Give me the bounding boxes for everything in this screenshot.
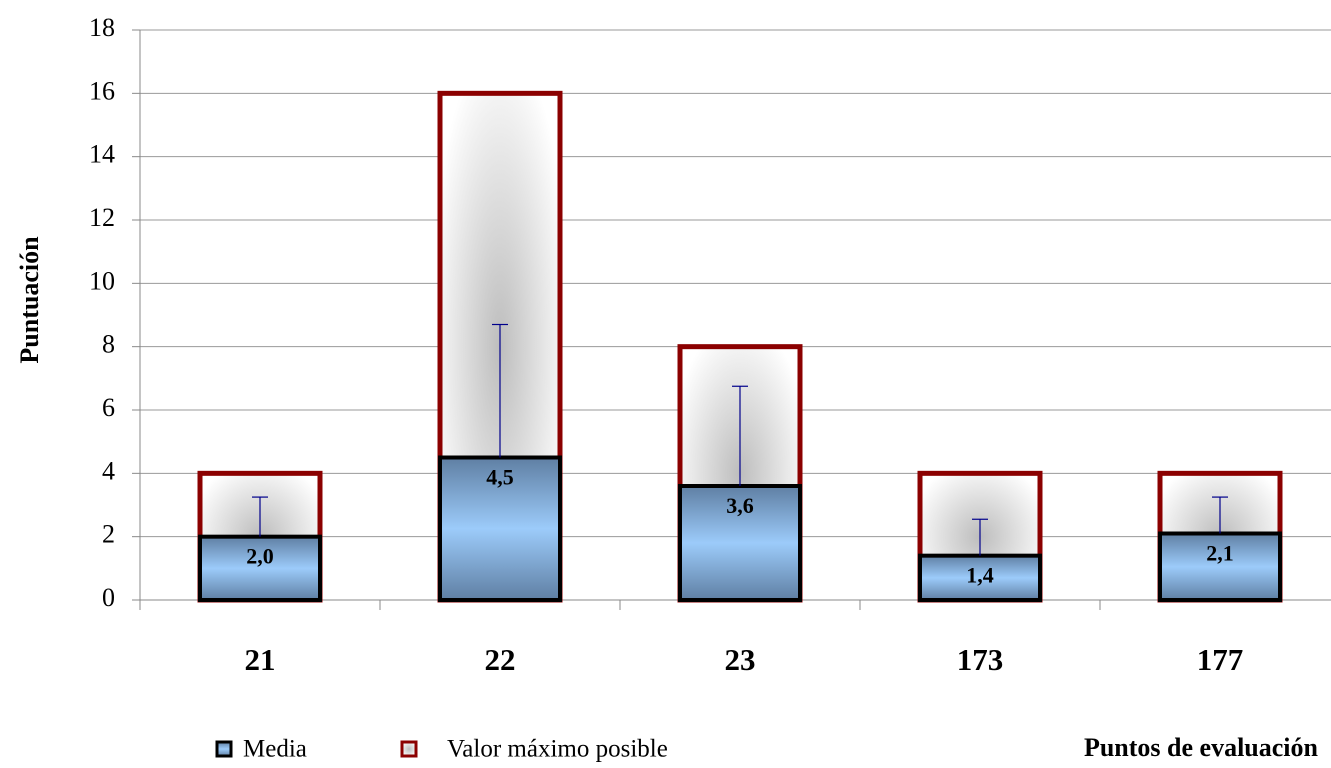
x-tick-label: 23 [725, 642, 756, 677]
bar [198, 534, 322, 603]
x-tick-label: 21 [245, 642, 276, 677]
y-tick-label: 6 [102, 393, 115, 422]
x-tick-label: 173 [957, 642, 1004, 677]
legend-label: Media [243, 736, 307, 763]
y-tick-label: 10 [89, 266, 115, 295]
legend-swatch [400, 740, 418, 758]
legend-swatch [215, 740, 233, 758]
data-label: 4,5 [486, 465, 514, 490]
legend-label: Valor máximo posible [447, 736, 668, 763]
y-tick-label: 14 [89, 140, 115, 169]
y-axis-title: Puntuación [15, 236, 44, 364]
data-label: 1,4 [966, 563, 994, 588]
data-label: 2,0 [246, 544, 274, 569]
y-tick-label: 2 [102, 520, 115, 549]
data-label: 3,6 [726, 493, 754, 518]
data-label: 2,1 [1206, 541, 1234, 566]
x-tick-label: 177 [1197, 642, 1244, 677]
y-tick-label: 12 [89, 203, 115, 232]
bar [918, 553, 1042, 603]
y-tick-label: 16 [89, 76, 115, 105]
x-tick-label: 22 [485, 642, 516, 677]
y-tick-label: 8 [102, 330, 115, 359]
y-tick-label: 0 [102, 583, 115, 612]
y-tick-label: 18 [89, 13, 115, 42]
x-axis-title: Puntos de evaluación [1084, 733, 1319, 762]
bar [678, 484, 802, 602]
y-tick-label: 4 [102, 456, 115, 485]
